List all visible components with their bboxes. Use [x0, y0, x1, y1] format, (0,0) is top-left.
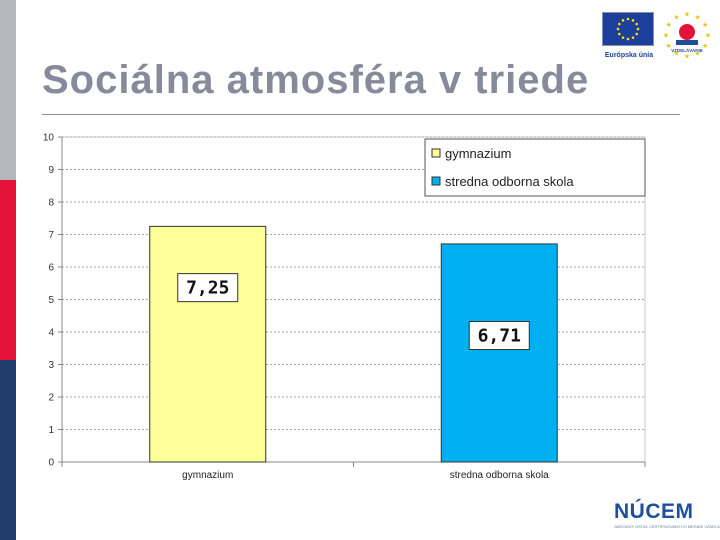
- legend-entry: stredna odborna skola: [445, 174, 574, 189]
- data-label: 7,25: [186, 278, 229, 299]
- eu-star-icon: [616, 27, 620, 31]
- legend: gymnazium stredna odborna skola: [424, 138, 646, 197]
- x-category-label: stredna odborna skola: [450, 470, 549, 481]
- op-star-icon: ★: [702, 21, 708, 29]
- side-stripe-red: [0, 180, 16, 360]
- y-tick-label: 1: [48, 425, 54, 436]
- op-logo-book-icon: [676, 40, 698, 45]
- op-star-icon: ★: [666, 42, 672, 50]
- legend-box: [424, 138, 646, 197]
- nucem-logo-subtext: NÁRODNÝ ÚSTAV CERTIFIKOVANÝCH MERANÍ VZD…: [614, 524, 720, 529]
- x-category-label: gymnazium: [182, 470, 233, 481]
- side-stripe-gray: [0, 0, 16, 180]
- eu-star-icon: [631, 19, 635, 22]
- eu-flag-icon: [602, 12, 654, 46]
- title-underline: [42, 114, 680, 115]
- eu-star-icon: [636, 27, 640, 31]
- y-tick-label: 8: [48, 198, 54, 209]
- eu-star-icon: [618, 32, 621, 36]
- eu-star-icon: [618, 22, 621, 26]
- y-tick-label: 4: [48, 328, 54, 339]
- legend-swatch: [431, 148, 441, 158]
- data-label: 6,71: [478, 326, 521, 347]
- bar: [149, 225, 267, 463]
- y-tick-label: 2: [48, 393, 54, 404]
- eu-star-icon: [621, 19, 625, 22]
- data-label-box: [177, 273, 239, 303]
- op-star-icon: ★: [673, 50, 679, 58]
- op-star-icon: ★: [702, 42, 708, 50]
- y-tick-label: 3: [48, 360, 54, 371]
- data-label-box: [468, 321, 530, 351]
- op-star-icon: ★: [694, 50, 700, 58]
- eu-star-icon: [626, 17, 630, 21]
- bars: [149, 225, 558, 463]
- op-star-icon: ★: [663, 32, 669, 40]
- op-star-icon: ★: [694, 13, 700, 21]
- eu-logo-label: Európska únia: [604, 52, 654, 59]
- eu-star-icon: [635, 22, 638, 26]
- bar: [440, 243, 558, 463]
- legend-swatch: [431, 176, 441, 186]
- nucem-logo: NÚCEM NÁRODNÝ ÚSTAV CERTIFIKOVANÝCH MERA…: [614, 500, 720, 529]
- op-logo-label: VZDELÁVANIE: [671, 47, 702, 53]
- y-tick-label: 9: [48, 165, 54, 176]
- side-stripe-navy: [0, 360, 16, 540]
- y-tick-label: 10: [43, 133, 55, 144]
- op-star-icon: ★: [684, 11, 690, 19]
- eu-star-icon: [631, 36, 635, 39]
- eu-star-icon: [635, 32, 638, 36]
- y-tick-label: 0: [48, 458, 54, 469]
- slide-title: Sociálna atmosféra v triede: [42, 58, 590, 102]
- op-education-logo: VZDELÁVANIE ★ ★★★★★★★★★★★: [663, 11, 711, 61]
- eu-logo: Európska únia: [602, 12, 656, 59]
- op-star-icon: ★: [705, 32, 711, 40]
- eu-star-icon: [621, 36, 625, 39]
- nucem-logo-text: NÚCEM: [614, 500, 694, 523]
- y-tick-label: 5: [48, 295, 54, 306]
- y-tick-label: 6: [48, 263, 54, 274]
- op-logo-circle-icon: [679, 24, 695, 40]
- legend-entry: gymnazium: [445, 146, 511, 161]
- op-star-icon: ★: [666, 21, 672, 29]
- eu-star-icon: [626, 37, 630, 41]
- op-star-icon: ★: [673, 13, 679, 21]
- y-tick-label: 7: [48, 230, 54, 241]
- data-labels: 7,25 6,71: [177, 273, 530, 351]
- op-star-icon: ★: [684, 53, 690, 61]
- bar-chart: 0 1 2 3 4 5 6 7 8 9 10 gymnazium stredna odborna sko…: [43, 133, 646, 481]
